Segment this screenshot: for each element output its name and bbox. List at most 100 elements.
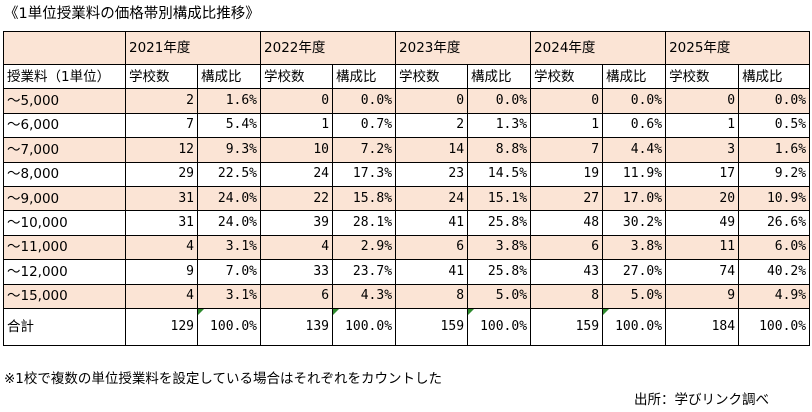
- school-count-cell: 9: [125, 259, 198, 285]
- total-row: 合計 129 100.0% 139 100.0% 159 100.0% 159 100.0% 18…: [3, 307, 811, 346]
- school-count-cell: 49: [665, 210, 740, 236]
- school-count-cell: 14: [395, 137, 469, 163]
- total-count-cell: 129: [125, 307, 198, 346]
- table-row: ～11,000 4 3.1% 4 2.9% 6 3.8% 6 3.8% 11 6.0%: [3, 234, 811, 261]
- school-count-cell: 19: [530, 161, 604, 187]
- ratio-cell: 4.4%: [602, 137, 667, 163]
- ratio-cell: 7.2%: [332, 137, 397, 163]
- school-count-cell: 1: [260, 112, 334, 139]
- school-count-cell: 27: [530, 185, 604, 212]
- school-count-cell: 11: [665, 234, 740, 261]
- school-count-cell: 6: [395, 234, 469, 261]
- school-count-cell: 31: [125, 185, 198, 212]
- year-header: 2021年度: [124, 31, 262, 65]
- school-count-cell: 3: [665, 137, 740, 163]
- total-ratio-cell: 100.0%: [332, 307, 397, 346]
- total-count-cell: 159: [530, 307, 604, 346]
- school-count-cell: 0: [665, 88, 740, 114]
- price-range-label: ～9,000: [3, 185, 126, 212]
- table-row: ～5,000 2 1.6% 0 0.0% 0 0.0% 0 0.0% 0 0.0%: [3, 88, 811, 114]
- table-row: ～6,000 7 5.4% 1 0.7% 2 1.3% 1 0.6% 1 0.5%: [3, 112, 811, 139]
- ratio-cell: 0.7%: [332, 112, 397, 139]
- price-range-label: ～8,000: [3, 161, 126, 187]
- col-count-header: 学校数: [125, 63, 198, 90]
- ratio-cell: 1.6%: [738, 137, 811, 163]
- col-ratio-header: 構成比: [332, 63, 397, 90]
- school-count-cell: 4: [260, 234, 334, 261]
- total-count-cell: 139: [260, 307, 334, 346]
- ratio-cell: 17.0%: [602, 185, 667, 212]
- year-header: 2025年度: [665, 31, 811, 65]
- school-count-cell: 17: [665, 161, 740, 187]
- col-ratio-header: 構成比: [738, 63, 811, 90]
- header-corner: [3, 31, 126, 65]
- school-count-cell: 2: [125, 88, 198, 114]
- school-count-cell: 29: [125, 161, 198, 187]
- ratio-cell: 11.9%: [602, 161, 667, 187]
- col-count-header: 学校数: [395, 63, 469, 90]
- ratio-cell: 5.0%: [602, 283, 667, 309]
- ratio-cell: 27.0%: [602, 259, 667, 285]
- school-count-cell: 12: [125, 137, 198, 163]
- ratio-cell: 0.5%: [738, 112, 811, 139]
- ratio-cell: 0.0%: [332, 88, 397, 114]
- ratio-cell: 26.6%: [738, 210, 811, 236]
- col-count-header: 学校数: [260, 63, 334, 90]
- school-count-cell: 22: [260, 185, 334, 212]
- school-count-cell: 20: [665, 185, 740, 212]
- school-count-cell: 4: [125, 283, 198, 309]
- ratio-cell: 5.4%: [196, 112, 262, 139]
- school-count-cell: 7: [530, 137, 604, 163]
- school-count-cell: 0: [395, 88, 469, 114]
- price-range-label: ～15,000: [3, 283, 126, 309]
- ratio-cell: 22.5%: [196, 161, 262, 187]
- table-row: ～7,000 12 9.3% 10 7.2% 14 8.8% 7 4.4% 3 1.6%: [3, 137, 811, 163]
- ratio-cell: 3.1%: [196, 234, 262, 261]
- ratio-cell: 0.0%: [602, 88, 667, 114]
- ratio-cell: 25.8%: [467, 259, 532, 285]
- table-row: ～8,000 29 22.5% 24 17.3% 23 14.5% 19 11.9% 17 9.2%: [3, 161, 811, 187]
- ratio-cell: 24.0%: [196, 185, 262, 212]
- ratio-cell: 2.9%: [332, 234, 397, 261]
- year-header: 2022年度: [260, 31, 397, 65]
- school-count-cell: 74: [665, 259, 740, 285]
- table-row: ～15,000 4 3.1% 6 4.3% 8 5.0% 8 5.0% 9 4.9%: [3, 283, 811, 309]
- row-header-label: 授業料（1単位）: [3, 63, 126, 90]
- ratio-cell: 3.1%: [196, 283, 262, 309]
- table-row: ～12,000 9 7.0% 33 23.7% 41 25.8% 43 27.0% 74 40.2%: [3, 259, 811, 285]
- table-title: 《1単位授業料の価格帯別構成比推移》: [4, 6, 260, 22]
- school-count-cell: 4: [125, 234, 198, 261]
- school-count-cell: 24: [395, 185, 469, 212]
- school-count-cell: 7: [125, 112, 198, 139]
- table-row: ～10,000 31 24.0% 39 28.1% 41 25.8% 48 30.2% 49 26.…: [3, 210, 811, 236]
- ratio-cell: 5.0%: [467, 283, 532, 309]
- price-range-label: ～6,000: [3, 112, 126, 139]
- school-count-cell: 31: [125, 210, 198, 236]
- school-count-cell: 8: [395, 283, 469, 309]
- ratio-cell: 30.2%: [602, 210, 667, 236]
- year-header-row: 2021年度 2022年度 2023年度 2024年度 2025年度: [3, 31, 811, 65]
- total-ratio-cell: 100.0%: [196, 307, 262, 346]
- school-count-cell: 10: [260, 137, 334, 163]
- ratio-cell: 7.0%: [196, 259, 262, 285]
- table-row: ～9,000 31 24.0% 22 15.8% 24 15.1% 27 17.0% 20 10.9…: [3, 185, 811, 212]
- school-count-cell: 2: [395, 112, 469, 139]
- school-count-cell: 23: [395, 161, 469, 187]
- price-range-label: ～11,000: [3, 234, 126, 261]
- ratio-cell: 25.8%: [467, 210, 532, 236]
- footnote: ※1校で複数の単位授業料を設定している場合はそれぞれをカウントした: [4, 371, 442, 387]
- ratio-cell: 0.6%: [602, 112, 667, 139]
- ratio-cell: 28.1%: [332, 210, 397, 236]
- ratio-cell: 1.3%: [467, 112, 532, 139]
- ratio-cell: 0.0%: [467, 88, 532, 114]
- tuition-price-table: 2021年度 2022年度 2023年度 2024年度 2025年度 授業料（1…: [3, 31, 811, 346]
- school-count-cell: 41: [395, 259, 469, 285]
- total-count-cell: 159: [395, 307, 469, 346]
- price-range-label: ～12,000: [3, 259, 126, 285]
- school-count-cell: 41: [395, 210, 469, 236]
- total-ratio-cell: 100.0%: [602, 307, 667, 346]
- school-count-cell: 6: [260, 283, 334, 309]
- ratio-cell: 3.8%: [602, 234, 667, 261]
- ratio-cell: 4.9%: [738, 283, 811, 309]
- school-count-cell: 9: [665, 283, 740, 309]
